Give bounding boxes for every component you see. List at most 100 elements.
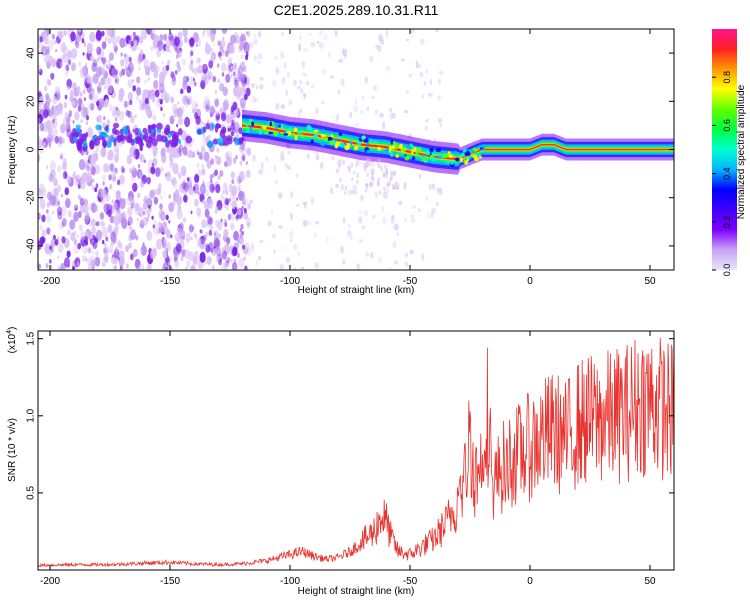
scatter-point [185,104,188,109]
scatter-point [252,154,256,162]
scatter-point [175,188,179,197]
scatter-point [372,168,375,176]
band-point [234,137,240,146]
scatter-point [140,29,147,39]
scatter-point [100,220,105,227]
scatter-point [85,159,89,166]
scatter-point [103,257,106,262]
scatter-point [51,210,55,215]
scatter-point [186,98,191,106]
scatter-point [119,37,126,49]
scatter-point [125,263,129,269]
scatter-point [418,208,421,213]
scatter-point [350,162,354,169]
scatter-point [225,50,229,57]
scatter-point [156,238,163,250]
band-point [75,127,81,133]
scatter-point [105,236,109,242]
scatter-point [335,183,340,189]
scatter-point [214,90,218,95]
scatter-point [249,199,254,204]
scatter-point [212,42,215,47]
scatter-point [244,148,247,153]
scatter-point [146,176,151,185]
scatter-point [105,163,111,173]
scatter-point [341,184,344,191]
scatter-point [115,193,120,200]
scatter-point [61,137,65,144]
scatter-point [97,114,103,124]
scatter-point [202,102,207,110]
scatter-point [92,241,98,250]
scatter-point [437,78,442,85]
scatter-point [194,198,199,207]
scatter-point [180,88,184,95]
scatter-point [73,244,79,254]
scatter-point [210,224,213,229]
ridge-point [321,128,326,134]
ridge-point [417,146,422,153]
scatter-point [130,253,134,261]
scatter-point [267,220,272,227]
scatter-point [172,103,178,114]
scatter-point [390,170,394,178]
ridge-point [471,150,475,154]
scatter-point [224,222,228,228]
band-point [142,127,148,134]
scatter-point [201,219,207,229]
scatter-point [100,77,106,86]
scatter-point [177,116,183,126]
scatter-point [129,146,136,158]
scatter-point [234,206,238,213]
scatter-point [274,179,279,186]
scatter-point [132,165,136,172]
scatter-point [203,64,207,70]
scatter-point [80,231,86,241]
scatter-point [152,150,157,158]
scatter-point [102,174,106,182]
scatter-point [204,242,208,248]
scatter-point [165,241,172,252]
scatter-point [418,173,422,179]
scatter-point [214,99,219,107]
scatter-point [393,223,399,231]
scatter-point [364,183,368,187]
scatter-point [353,105,359,113]
scatter-point [344,185,347,191]
scatter-point [191,138,195,142]
scatter-point [168,220,171,224]
scatter-point [213,247,217,254]
ridge-band [242,120,674,164]
band-point [145,140,152,148]
scatter-point [54,85,61,95]
scatter-point [119,265,123,270]
scatter-point [46,202,51,208]
scatter-point [163,33,168,41]
scatter-point [77,105,82,112]
ridge-band [242,114,674,170]
band-point [73,136,78,142]
scatter-point [217,220,223,231]
scatter-point [146,29,153,35]
scatter-point [53,178,58,187]
scatter-point [127,208,131,215]
scatter-point [208,75,211,81]
scatter-point [206,256,212,265]
scatter-point [192,107,197,114]
scatter-point [241,155,246,162]
scatter-point [171,176,177,186]
scatter-point [241,205,244,210]
ridge-point [300,134,304,137]
ridge-point [290,132,296,135]
scatter-point [74,111,80,121]
scatter-point [176,169,180,175]
scatter-point [87,247,92,254]
scatter-point [335,115,339,123]
scatter-point [394,260,398,265]
scatter-point [421,253,425,261]
scatter-point [129,229,137,241]
band-point [197,129,203,135]
scatter-point [178,222,184,231]
scatter-point [127,79,133,88]
scatter-point [47,126,54,136]
